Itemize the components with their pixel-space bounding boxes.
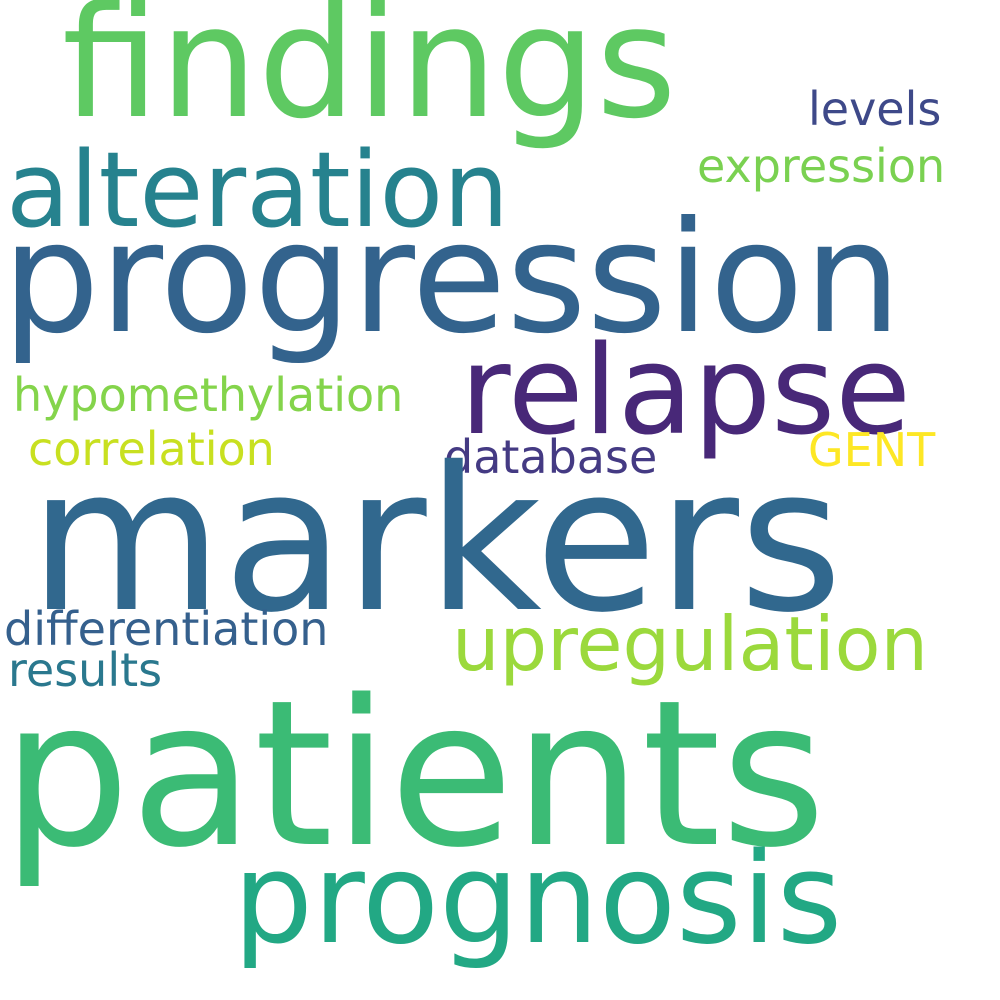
word-alteration: alteration [6,129,510,251]
word-gent: GENT [808,423,936,477]
word-results: results [8,643,163,697]
word-prognosis: prognosis [233,825,843,972]
word-expression: expression [697,139,946,193]
word-upregulation: upregulation [452,600,929,688]
word-hypomethylation: hypomethylation [13,368,404,422]
word-correlation: correlation [28,422,275,476]
word-database: database [444,430,658,484]
word-levels: levels [808,82,942,136]
word-differentiation: differentiation [4,602,329,656]
word-markers: markers [29,424,843,656]
word-patients: patients [2,656,827,892]
word-relapse: relapse [460,320,911,463]
word-findings: findings [62,0,677,153]
word-progression: progression [2,189,902,368]
